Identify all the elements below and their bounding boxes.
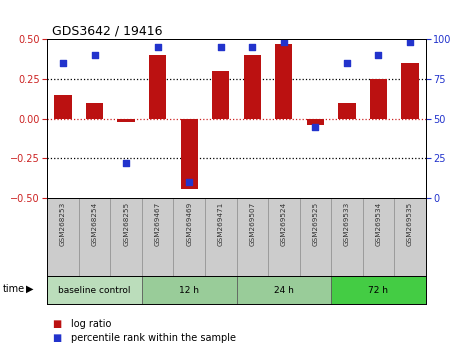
Text: baseline control: baseline control: [58, 286, 131, 295]
Point: [375, 52, 382, 58]
Text: 12 h: 12 h: [179, 286, 199, 295]
Text: GDS3642 / 19416: GDS3642 / 19416: [52, 25, 163, 38]
Text: GSM269524: GSM269524: [281, 202, 287, 246]
Text: GSM269507: GSM269507: [249, 202, 255, 246]
Bar: [401, 63, 419, 119]
Bar: [236, 276, 331, 304]
Text: GSM269533: GSM269533: [344, 202, 350, 246]
Point: [91, 52, 98, 58]
Text: GSM268254: GSM268254: [92, 202, 97, 246]
Text: GSM269534: GSM269534: [376, 202, 381, 246]
Bar: [307, 119, 324, 125]
Bar: [86, 103, 103, 119]
Text: GSM268255: GSM268255: [123, 202, 129, 246]
Point: [280, 39, 288, 45]
Text: log ratio: log ratio: [71, 319, 111, 329]
Point: [185, 179, 193, 185]
Text: GSM269469: GSM269469: [186, 202, 192, 246]
Point: [343, 60, 350, 66]
Text: ■: ■: [52, 333, 61, 343]
Bar: [181, 119, 198, 189]
Bar: [54, 95, 72, 119]
Bar: [142, 276, 236, 304]
Point: [312, 124, 319, 130]
Text: 24 h: 24 h: [274, 286, 294, 295]
Bar: [149, 55, 166, 119]
Text: GSM269471: GSM269471: [218, 202, 224, 246]
Bar: [212, 71, 229, 119]
Bar: [47, 276, 142, 304]
Point: [59, 60, 67, 66]
Point: [154, 44, 161, 50]
Bar: [275, 44, 292, 119]
Text: GSM269525: GSM269525: [312, 202, 318, 246]
Text: percentile rank within the sample: percentile rank within the sample: [71, 333, 236, 343]
Bar: [338, 103, 356, 119]
Point: [217, 44, 225, 50]
Point: [406, 39, 414, 45]
Text: GSM269535: GSM269535: [407, 202, 413, 246]
Point: [248, 44, 256, 50]
Bar: [244, 55, 261, 119]
Text: ■: ■: [52, 319, 61, 329]
Point: [123, 160, 130, 166]
Text: GSM268253: GSM268253: [60, 202, 66, 246]
Text: ▶: ▶: [26, 284, 34, 293]
Bar: [370, 79, 387, 119]
Text: time: time: [2, 284, 25, 293]
Text: GSM269467: GSM269467: [155, 202, 161, 246]
Text: 72 h: 72 h: [368, 286, 388, 295]
Bar: [331, 276, 426, 304]
Bar: [117, 119, 135, 122]
